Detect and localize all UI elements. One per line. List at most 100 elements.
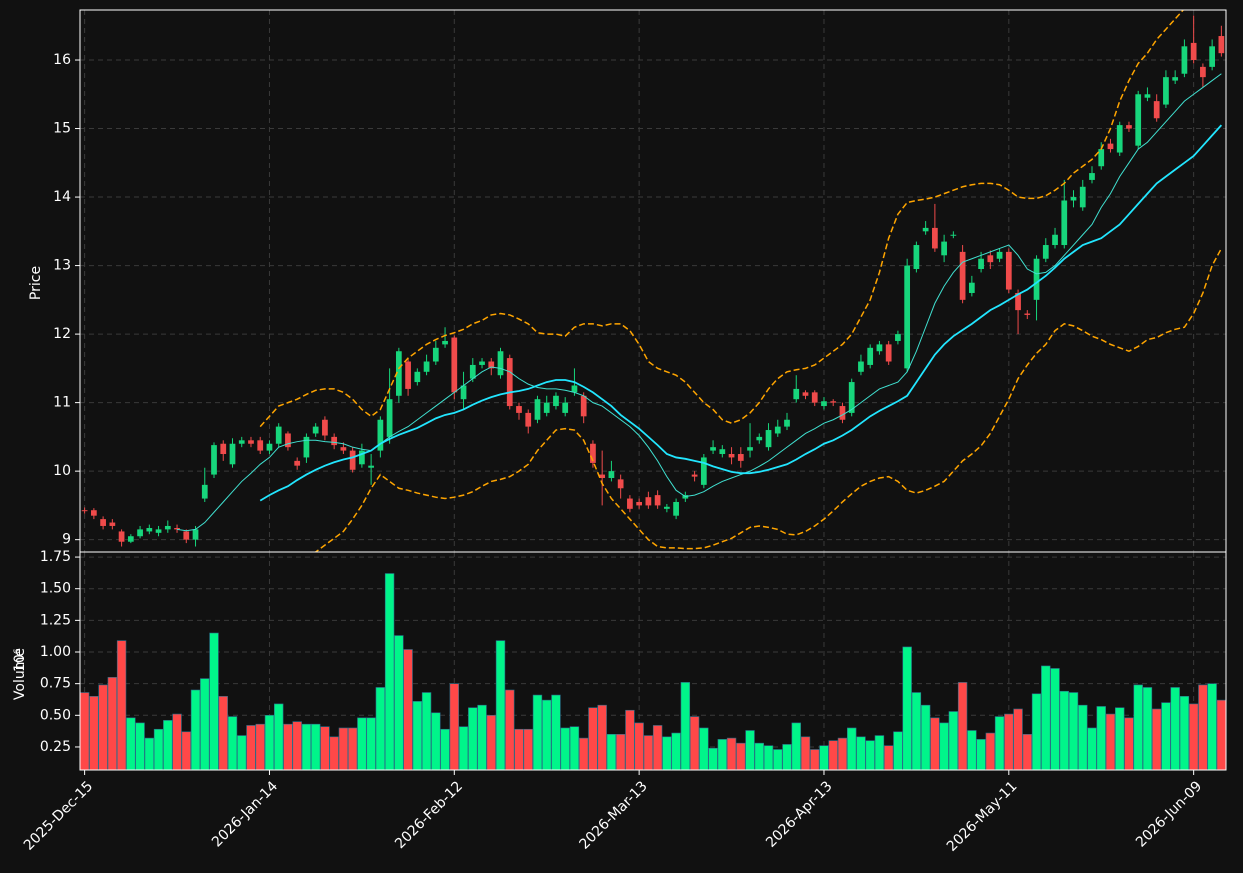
candle-body — [183, 531, 190, 540]
volume-bar — [1013, 708, 1023, 771]
volume-bar — [736, 742, 746, 771]
volume-bar — [412, 701, 423, 771]
candle-body — [719, 449, 726, 455]
volume-bar — [551, 694, 561, 771]
volume-bar — [1105, 713, 1116, 771]
candle-body — [996, 251, 1003, 259]
volume-bar — [1188, 703, 1199, 771]
candle-body — [858, 361, 864, 372]
volume-bar — [1022, 733, 1032, 771]
volume-bar — [662, 736, 672, 771]
y-tick-label: 9 — [62, 532, 71, 548]
candle-body — [109, 522, 116, 526]
candle-body — [90, 510, 97, 516]
y-tick-label: 10 — [53, 463, 71, 479]
volume-bar — [689, 716, 700, 771]
volume-bar — [310, 723, 321, 771]
volume-bar — [819, 745, 829, 771]
candle-body — [737, 454, 744, 461]
volume-bar — [763, 745, 774, 771]
volume-bar — [1087, 727, 1097, 771]
volume-bar — [1151, 708, 1162, 771]
volume-bar — [274, 703, 284, 771]
candle-body — [1218, 36, 1225, 54]
volume-bar — [200, 678, 210, 771]
volume-bar — [1207, 683, 1217, 771]
candle-body — [146, 528, 153, 532]
volume-bar — [514, 728, 524, 771]
volume-bar — [976, 739, 986, 771]
volume-bar — [625, 709, 635, 771]
volume-bar — [985, 732, 996, 771]
volume-bar — [209, 632, 219, 771]
volume-bar — [1041, 665, 1051, 771]
volume-bar — [126, 717, 136, 771]
candle-body — [1107, 143, 1114, 150]
candle-body — [636, 501, 643, 506]
volume-bar — [1096, 706, 1106, 771]
y2-tick-label: 0.25 — [40, 739, 71, 755]
candle-body — [1181, 46, 1188, 74]
volume-bar — [606, 733, 617, 771]
candle-body — [220, 443, 227, 455]
candle-body — [1024, 313, 1031, 315]
candle-body — [904, 265, 911, 369]
candle-body — [627, 498, 633, 509]
volume-bar — [264, 715, 275, 771]
candle-body — [959, 251, 966, 300]
volume-bar — [532, 694, 543, 771]
candle-body — [562, 402, 569, 413]
candle-body — [848, 382, 855, 413]
volume-bar — [754, 742, 764, 771]
candle-body — [691, 474, 698, 477]
candle-body — [100, 519, 106, 526]
volume-bar — [994, 716, 1005, 771]
candle-body — [1089, 173, 1095, 180]
volume-bar — [1068, 692, 1079, 771]
volume-bar — [800, 736, 811, 771]
volume-bar — [810, 749, 820, 771]
volume-bar — [301, 723, 312, 771]
volume-bar — [320, 726, 330, 771]
volume-bar — [902, 646, 912, 771]
candle-body — [81, 510, 88, 512]
candle-body — [359, 450, 365, 465]
volume-bar — [403, 649, 413, 771]
volume-bar — [421, 692, 432, 771]
candle-body — [580, 395, 587, 417]
volume-bar — [98, 684, 108, 771]
candle-body — [534, 399, 541, 420]
y2-tick-label: 0.50 — [40, 707, 71, 723]
volume-frame — [79, 551, 1227, 771]
volume-bar — [883, 745, 894, 771]
y2-tick-label: 1.00 — [40, 644, 71, 660]
volume-bar — [773, 749, 783, 771]
volume-bar — [1198, 684, 1208, 771]
overlay-line — [259, 124, 1223, 502]
candle-body — [460, 385, 467, 400]
volume-bar — [440, 728, 450, 771]
volume-bar — [172, 713, 182, 771]
volume-bar — [893, 731, 903, 771]
candle-body — [506, 358, 513, 407]
candle-body — [756, 436, 763, 441]
candle-body — [275, 426, 282, 444]
volume-bar — [671, 732, 681, 771]
volume-bar — [782, 744, 792, 771]
volume-bar — [338, 727, 349, 771]
candle-body — [497, 351, 504, 376]
candle-body — [312, 426, 319, 434]
volume-bar — [523, 728, 533, 771]
volume-bar — [329, 736, 339, 771]
candle-body — [987, 255, 994, 263]
candle-body — [821, 401, 827, 407]
candle-body — [885, 344, 892, 362]
candle-body — [386, 399, 393, 437]
volume-bar — [699, 727, 709, 771]
volume-bar — [717, 739, 728, 771]
y2-tick-label: 1.75 — [40, 549, 71, 565]
volume-bar — [680, 682, 691, 771]
candle-body — [1200, 66, 1206, 78]
candle-body — [571, 385, 578, 393]
